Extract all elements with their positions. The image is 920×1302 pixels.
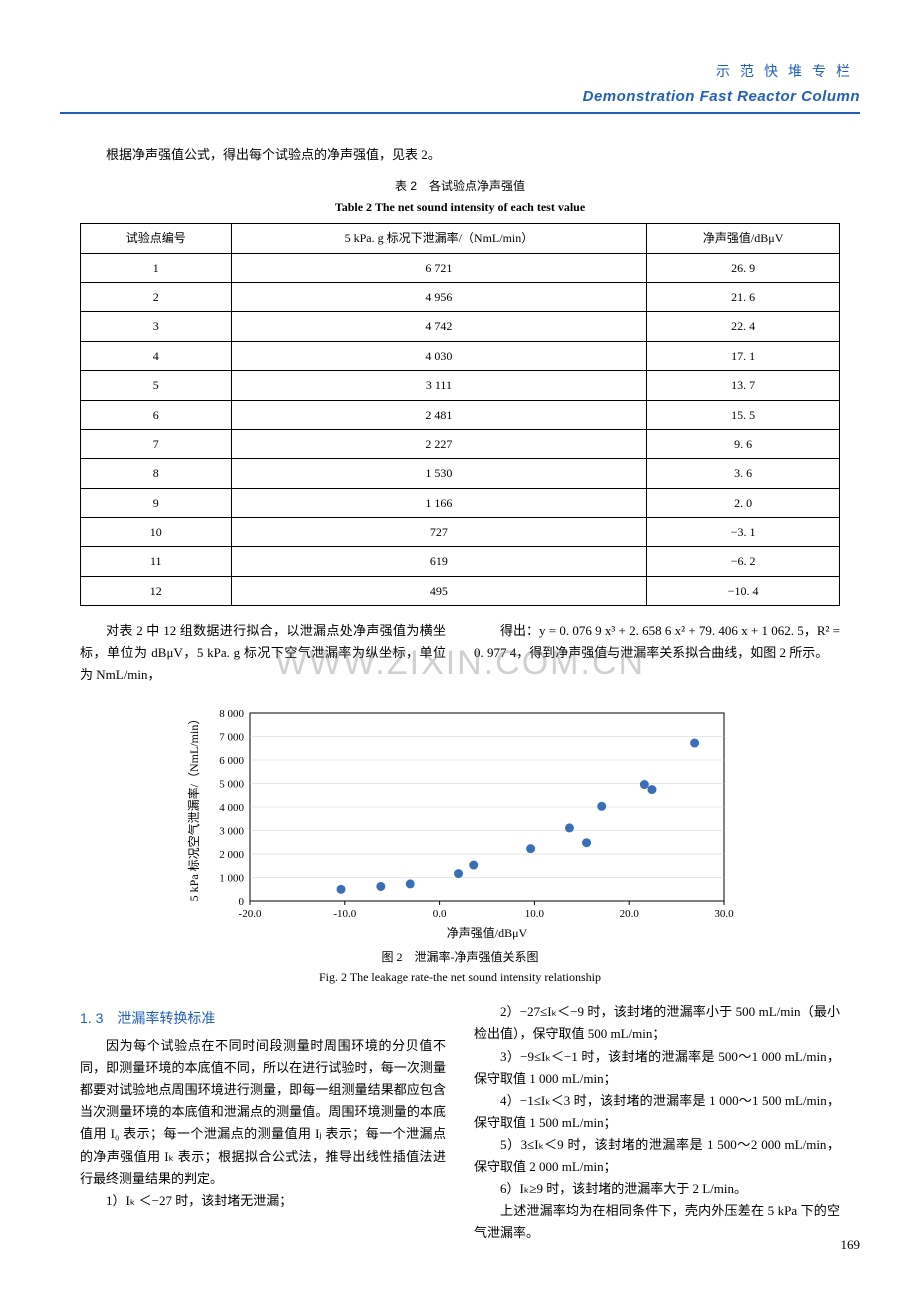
- body-columns: 1. 3 泄漏率转换标准 因为每个试验点在不同时间段测量时周围环境的分贝值不同，…: [80, 1001, 840, 1244]
- table-cell: 619: [231, 547, 647, 576]
- svg-text:20.0: 20.0: [620, 908, 640, 920]
- svg-text:8 000: 8 000: [219, 708, 244, 720]
- page-number: 169: [841, 1234, 861, 1256]
- svg-text:30.0: 30.0: [714, 908, 734, 920]
- table-cell: 8: [81, 459, 232, 488]
- fit-text-right: 得出：y = 0. 076 9 x³ + 2. 658 6 x² + 79. 4…: [474, 620, 840, 664]
- svg-text:4 000: 4 000: [219, 802, 244, 814]
- scatter-chart: 0 1 000 2 000 3 000 4 000 5 000 6 000 7 000 8 00…: [180, 701, 740, 941]
- table-cell: 4: [81, 341, 232, 370]
- svg-text:0.0: 0.0: [433, 908, 447, 920]
- figure-caption-en: Fig. 2 The leakage rate-the net sound in…: [60, 967, 860, 987]
- rule-item: 5）3≤Iₖ＜9 时，该封堵的泄漏率是 1 500～2 000 mL/min，保…: [474, 1134, 840, 1178]
- header-band: 示范快堆专栏 Demonstration Fast Reactor Column: [60, 60, 860, 114]
- col-header: 5 kPa. g 标况下泄漏率/（NmL/min）: [231, 224, 647, 253]
- table-cell: 22. 4: [647, 312, 840, 341]
- data-table: 试验点编号 5 kPa. g 标况下泄漏率/（NmL/min） 净声强值/dBμ…: [80, 223, 840, 606]
- svg-text:5 000: 5 000: [219, 778, 244, 790]
- table-cell: 10: [81, 518, 232, 547]
- table-cell: 9: [81, 488, 232, 517]
- table-cell: 4 030: [231, 341, 647, 370]
- svg-text:3 000: 3 000: [219, 825, 244, 837]
- table-cell: 15. 5: [647, 400, 840, 429]
- table-cell: 13. 7: [647, 371, 840, 400]
- table-row: 24 95621. 6: [81, 282, 840, 311]
- svg-text:净声强值/dBμV: 净声强值/dBμV: [447, 925, 528, 940]
- table-cell: 1 530: [231, 459, 647, 488]
- table-row: 91 1662. 0: [81, 488, 840, 517]
- table-row: 62 48115. 5: [81, 400, 840, 429]
- body-paragraph: 因为每个试验点在不同时间段测量时周围环境的分贝值不同，即测量环境的本底值不同，所…: [80, 1035, 446, 1190]
- rule-item: 2）−27≤Iₖ＜−9 时，该封堵的泄漏率小于 500 mL/min（最小检出值…: [474, 1001, 840, 1045]
- table-row: 81 5303. 6: [81, 459, 840, 488]
- table-cell: 7: [81, 429, 232, 458]
- col-header: 净声强值/dBμV: [647, 224, 840, 253]
- table-cell: 1 166: [231, 488, 647, 517]
- rule-item: 6）Iₖ≥9 时，该封堵的泄漏率大于 2 L/min。: [474, 1178, 840, 1200]
- table-row: 53 11113. 7: [81, 371, 840, 400]
- table-cell: 5: [81, 371, 232, 400]
- svg-text:1 000: 1 000: [219, 872, 244, 884]
- table-cell: −3. 1: [647, 518, 840, 547]
- table-header-row: 试验点编号 5 kPa. g 标况下泄漏率/（NmL/min） 净声强值/dBμ…: [81, 224, 840, 253]
- col-header: 试验点编号: [81, 224, 232, 253]
- table-cell: 4 956: [231, 282, 647, 311]
- table-caption-cn: 表 2 各试验点净声强值: [60, 176, 860, 196]
- svg-text:6 000: 6 000: [219, 755, 244, 767]
- svg-text:2 000: 2 000: [219, 849, 244, 861]
- table-cell: 21. 6: [647, 282, 840, 311]
- table-cell: −10. 4: [647, 576, 840, 605]
- figure-caption-cn: 图 2 泄漏率-净声强值关系图: [60, 947, 860, 967]
- table-cell: 6: [81, 400, 232, 429]
- table-cell: 2 481: [231, 400, 647, 429]
- table-cell: 3. 6: [647, 459, 840, 488]
- section-heading: 泄漏率转换标准: [117, 1010, 215, 1026]
- section-title: 1. 3 泄漏率转换标准: [80, 1007, 446, 1031]
- table-row: 11619−6. 2: [81, 547, 840, 576]
- body-tail: 上述泄漏率均为在相同条件下，壳内外压差在 5 kPa 下的空气泄漏率。: [474, 1200, 840, 1244]
- svg-text:7 000: 7 000: [219, 731, 244, 743]
- table-row: 10727−3. 1: [81, 518, 840, 547]
- rule-item: 1）Iₖ ＜−27 时，该封堵无泄漏；: [80, 1190, 446, 1212]
- chart-svg: 0 1 000 2 000 3 000 4 000 5 000 6 000 7 000 8 00…: [180, 701, 740, 941]
- svg-text:10.0: 10.0: [525, 908, 545, 920]
- table-cell: 17. 1: [647, 341, 840, 370]
- rule-item: 3）−9≤Iₖ＜−1 时，该封堵的泄漏率是 500～1 000 mL/min，保…: [474, 1046, 840, 1090]
- table-cell: 3: [81, 312, 232, 341]
- svg-text:-10.0: -10.0: [333, 908, 356, 920]
- header-cn: 示范快堆专栏: [60, 60, 860, 84]
- svg-text:0: 0: [239, 896, 245, 908]
- table-cell: 4 742: [231, 312, 647, 341]
- intro-paragraph: 根据净声强值公式，得出每个试验点的净声强值，见表 2。: [80, 144, 840, 166]
- table-cell: 12: [81, 576, 232, 605]
- fit-text-left: 对表 2 中 12 组数据进行拟合，以泄漏点处净声强值为横坐标，单位为 dBμV…: [80, 620, 446, 686]
- svg-text:-20.0: -20.0: [239, 908, 262, 920]
- table-cell: 1: [81, 253, 232, 282]
- table-cell: 2: [81, 282, 232, 311]
- table-cell: 2 227: [231, 429, 647, 458]
- section-number: 1. 3: [80, 1010, 103, 1026]
- rule-item: 4）−1≤Iₖ＜3 时，该封堵的泄漏率是 1 000～1 500 mL/min，…: [474, 1090, 840, 1134]
- table-row: 44 03017. 1: [81, 341, 840, 370]
- table-cell: 3 111: [231, 371, 647, 400]
- table-cell: 2. 0: [647, 488, 840, 517]
- table-cell: −6. 2: [647, 547, 840, 576]
- table-row: 12495−10. 4: [81, 576, 840, 605]
- header-en: Demonstration Fast Reactor Column: [60, 84, 860, 110]
- table-cell: 11: [81, 547, 232, 576]
- svg-text:5 kPa 标况空气泄漏率/（NmL/min）: 5 kPa 标况空气泄漏率/（NmL/min）: [186, 712, 201, 901]
- table-row: 34 74222. 4: [81, 312, 840, 341]
- table-row: 72 2279. 6: [81, 429, 840, 458]
- fit-text-columns: 对表 2 中 12 组数据进行拟合，以泄漏点处净声强值为横坐标，单位为 dBμV…: [80, 620, 840, 686]
- table-caption-en: Table 2 The net sound intensity of each …: [60, 197, 860, 217]
- table-row: 16 72126. 9: [81, 253, 840, 282]
- table-cell: 6 721: [231, 253, 647, 282]
- table-cell: 9. 6: [647, 429, 840, 458]
- table-cell: 26. 9: [647, 253, 840, 282]
- table-cell: 495: [231, 576, 647, 605]
- table-cell: 727: [231, 518, 647, 547]
